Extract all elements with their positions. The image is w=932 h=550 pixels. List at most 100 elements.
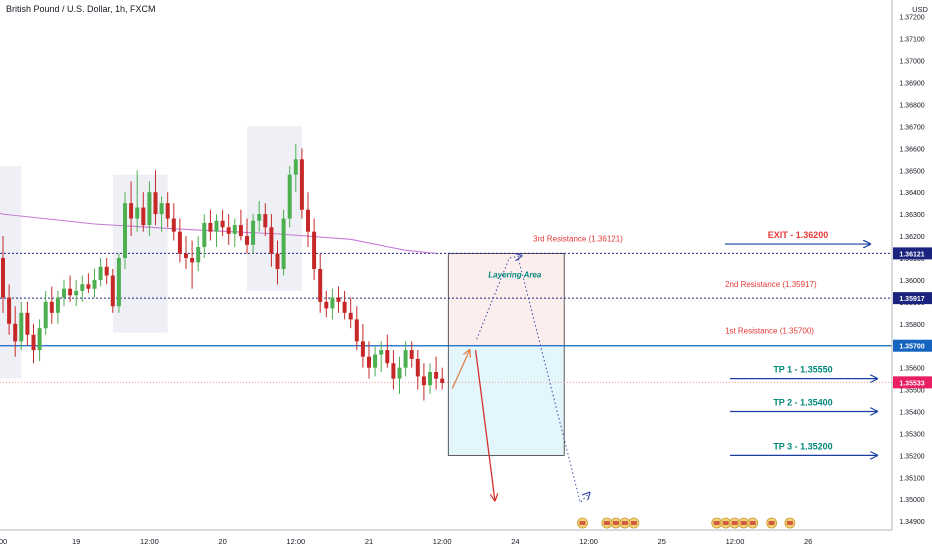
candle-body [238,225,243,237]
event-flag-stripe [731,521,738,525]
candle-body [214,220,219,232]
candle-body [367,356,371,368]
time-tick: 12:00 [726,537,745,546]
candle-body [336,297,341,302]
time-tick: 12:00 [140,537,159,546]
candle-body [287,174,292,219]
candle-body [208,222,213,232]
candle-body [263,214,268,228]
layering-path-down [518,258,590,504]
time-tick: 12:00 [579,537,598,546]
event-flag-stripe [786,521,793,525]
price-tick: 1.34900 [899,519,924,526]
candle-body [220,220,225,228]
tp3-label: TP 3 - 1.35200 [773,441,832,451]
event-flag-stripe [713,521,720,525]
candle-body [391,363,396,379]
candle-body [159,203,164,215]
time-tick: 12:00 [433,537,452,546]
candle-body [190,257,195,263]
entry-arrow [451,350,469,389]
candle-body [49,301,54,313]
projection-arrow-down [474,350,495,500]
time-tick: 24 [511,537,519,546]
candle-body [62,288,66,298]
resistance-zone [448,253,565,346]
candle-body [80,284,85,291]
candle-body [86,284,91,289]
session-box [247,126,302,291]
candle-body [293,159,298,175]
candle-body [415,358,420,377]
price-tick: 1.36500 [899,168,924,175]
candle-body [330,297,335,309]
candle-body [342,301,347,313]
time-tick: 20 [218,537,226,546]
time-tick: 25 [658,537,666,546]
candle-body [68,288,73,296]
time-tick: 19 [72,537,80,546]
candle-body [232,225,237,234]
event-flag-stripe [603,521,610,525]
candle-body [379,350,384,355]
level-label-1st: 1st Resistance (1.35700) [725,327,814,336]
time-tick: 12:00 [286,537,305,546]
candle-body [153,192,158,215]
candle-body [348,312,353,320]
event-flag-stripe [740,521,747,525]
candle-body [257,214,262,221]
event-flag-stripe [579,521,586,525]
candle-body [43,301,48,329]
price-tick: 1.37200 [899,15,924,22]
candle-body [123,203,127,258]
event-flag-stripe [612,521,619,525]
target-zone [448,345,565,456]
candle-body [299,159,304,210]
price-tick: 1.36100 [899,256,924,263]
candle-body [135,207,140,219]
candle-body [141,207,146,226]
candle-body [318,268,323,302]
price-tick: 1.35400 [899,410,924,417]
zone-border [447,252,565,456]
candle-body [409,350,414,359]
price-tick: 1.36300 [899,212,924,219]
price-badge-text: 1.35700 [899,344,924,351]
candle-body [31,334,36,351]
candle-body [110,275,115,307]
currency-label: USD [912,5,928,14]
candle-body [92,279,97,289]
price-badge [893,376,932,389]
candle-body [245,236,249,245]
time-tick: 00 [0,537,7,546]
price-badge [893,292,932,305]
event-flag-stripe [749,521,756,525]
tp2-label: TP 2 - 1.35400 [773,398,832,408]
time-tick: 21 [365,537,373,546]
tp1-label: TP 1 - 1.35550 [773,365,832,375]
candle-body [25,312,30,335]
candle-body [7,297,12,324]
chart-title: British Pound / U.S. Dollar, 1h, FXCM [6,4,156,14]
candle-body [269,227,274,254]
price-tick: 1.35500 [899,388,924,395]
candle-body [1,257,5,298]
price-tick: 1.36000 [899,278,924,285]
price-tick: 1.35100 [899,475,924,482]
price-tick: 1.36400 [899,190,924,197]
candle-body [312,231,317,269]
price-axis-panel [892,0,932,550]
level-label-3rd: 3rd Resistance (1.36121) [533,234,623,243]
price-badge-text: 1.35533 [899,380,924,387]
layering-path-up [476,256,522,340]
candle-body [428,372,432,386]
price-tick: 1.37000 [899,59,924,66]
event-flag-stripe [630,521,637,525]
candle-body [440,378,445,384]
candle-body [385,350,390,364]
price-tick: 1.36600 [899,146,924,153]
candle-body [104,266,109,276]
candle-body [421,376,426,386]
candle-body [397,367,402,379]
